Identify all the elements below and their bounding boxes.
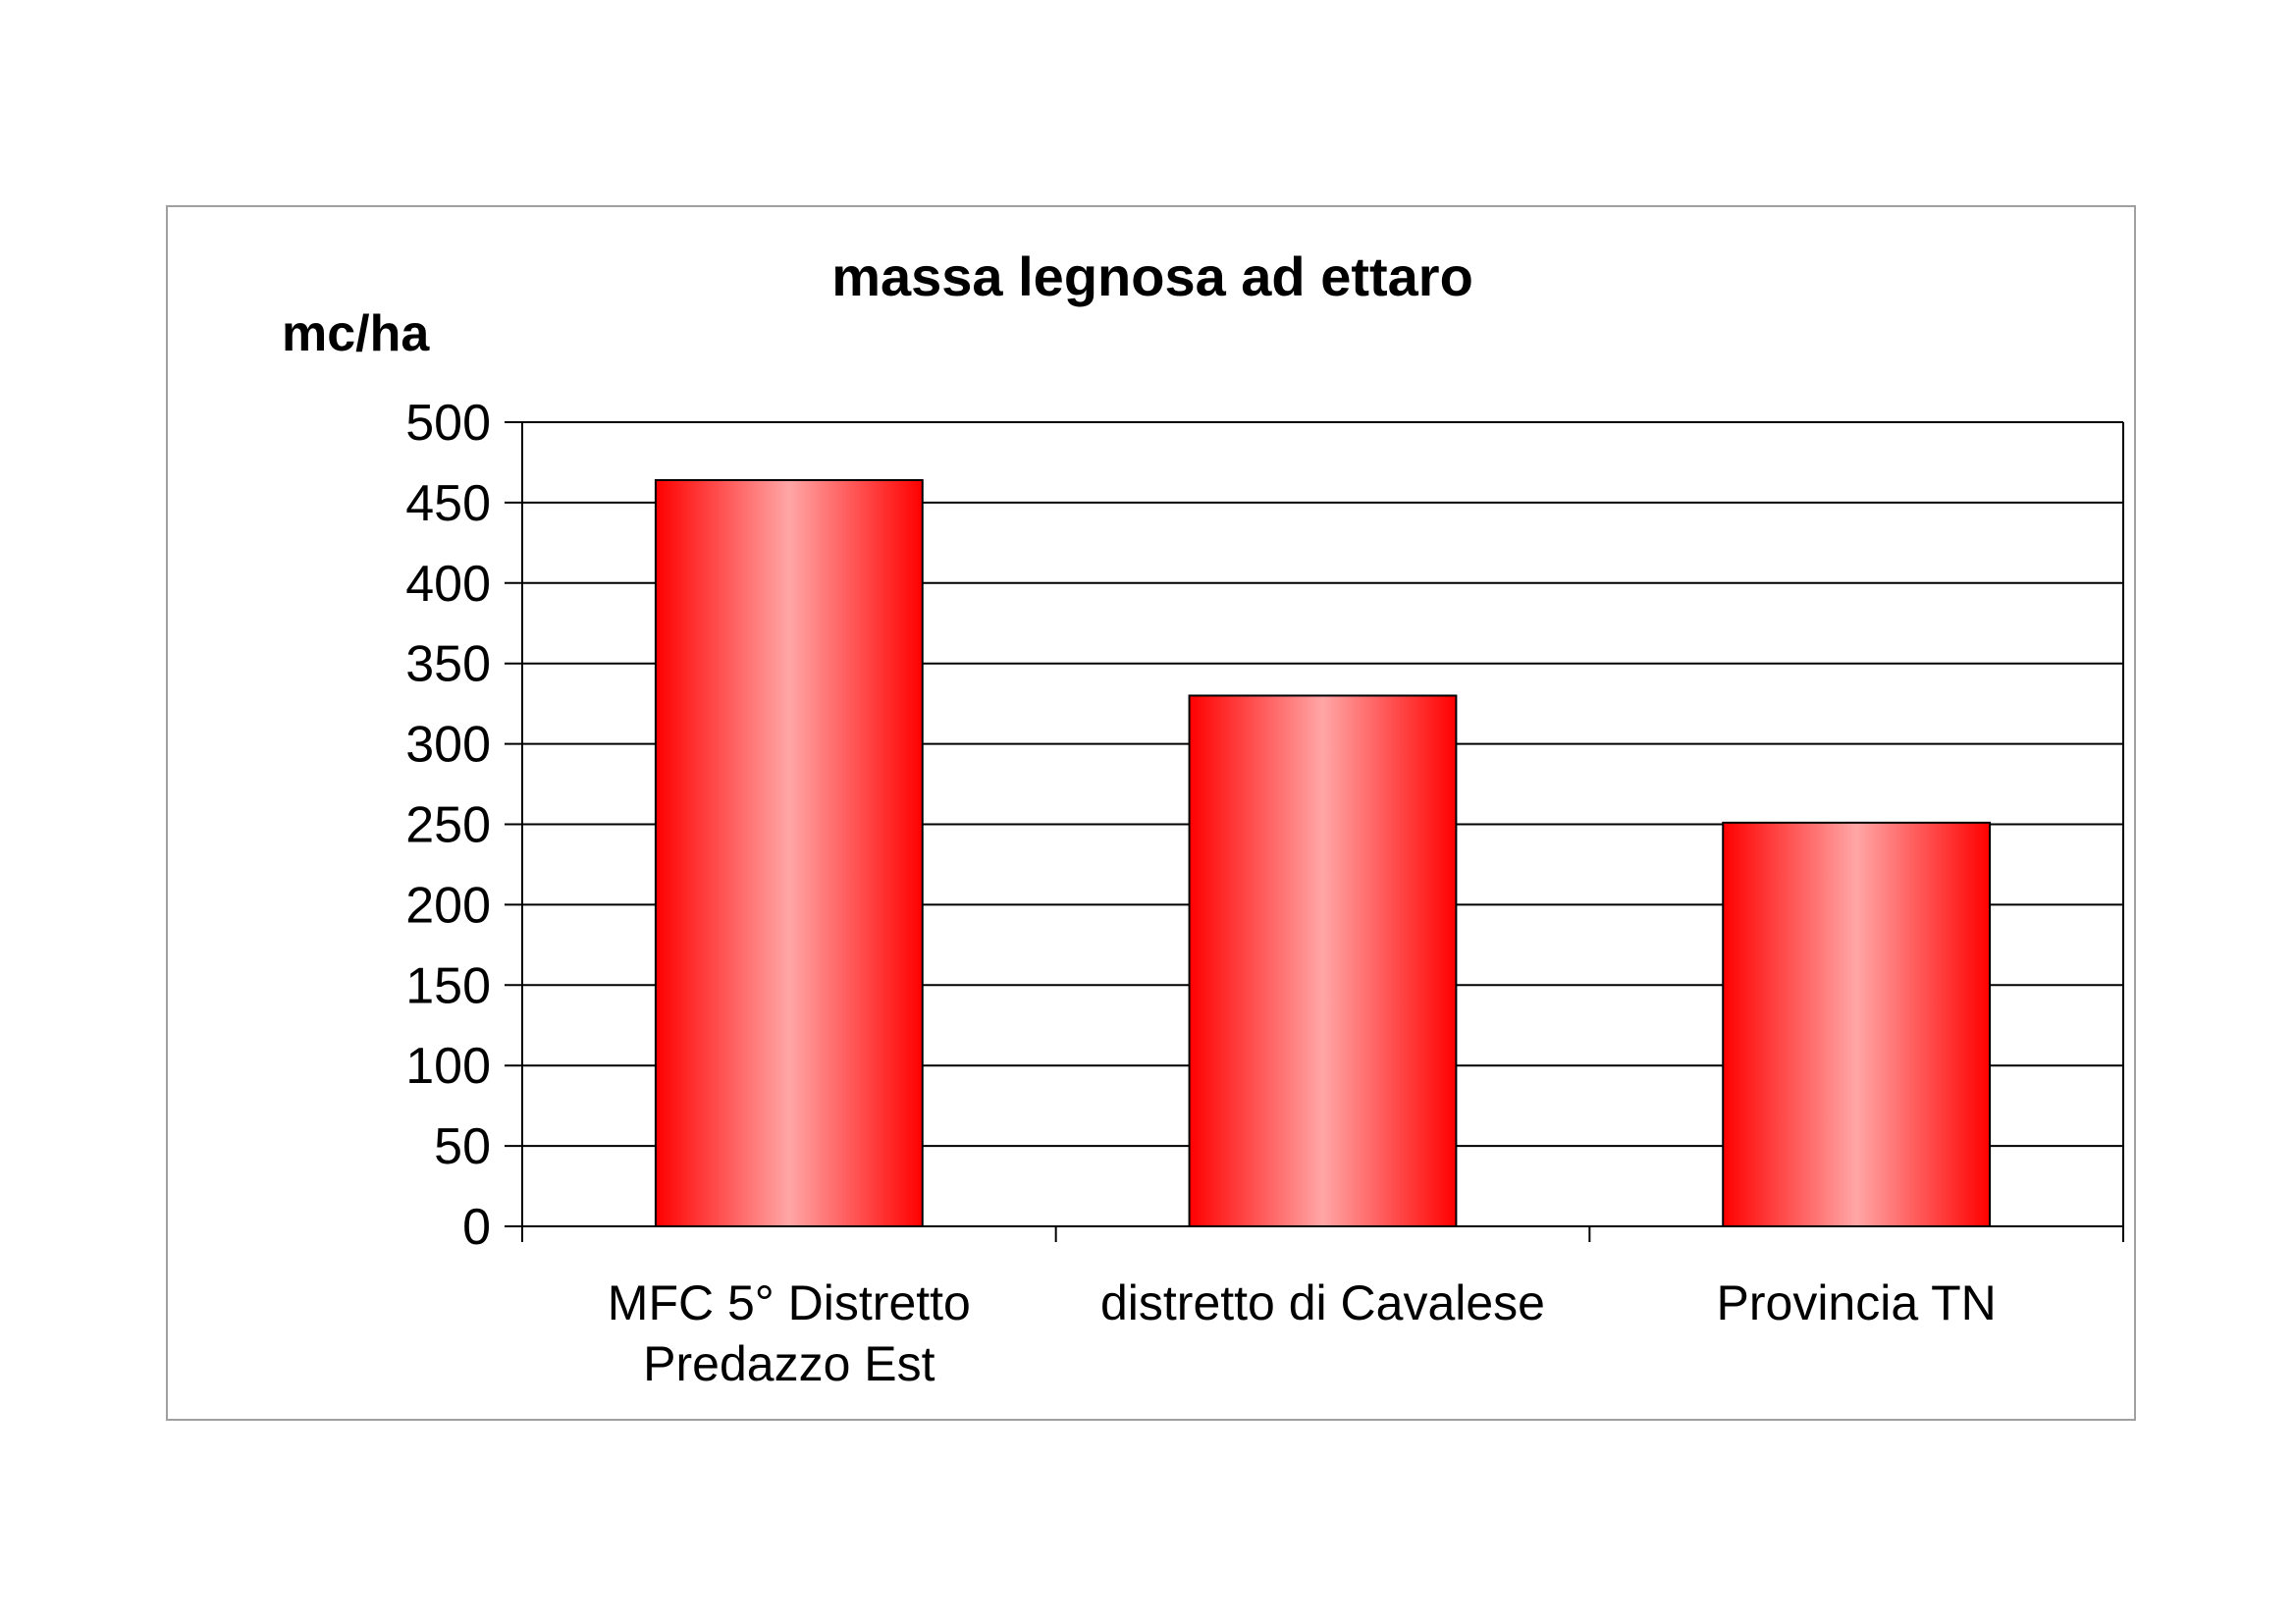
y-tick-label: 300 bbox=[405, 717, 491, 774]
y-tick-label: 450 bbox=[405, 475, 491, 532]
x-tick-label: MFC 5° Distretto Predazzo Est bbox=[608, 1275, 971, 1391]
bar bbox=[1722, 821, 1992, 1227]
y-tick-label: 250 bbox=[405, 797, 491, 854]
y-tick-label: 400 bbox=[405, 556, 491, 613]
y-tick-label: 150 bbox=[405, 957, 491, 1014]
chart-title: massa legnosa ad ettaro bbox=[831, 245, 1473, 307]
y-tick-label: 50 bbox=[434, 1118, 491, 1175]
bar bbox=[1188, 694, 1458, 1227]
y-tick-label: 0 bbox=[462, 1199, 491, 1256]
y-tick-labels: 0 50 100 150 200 250 300 350 400 450 500 bbox=[405, 395, 491, 1256]
x-tick-label-line: distretto di Cavalese bbox=[1100, 1275, 1545, 1330]
y-tick-label: 100 bbox=[405, 1038, 491, 1095]
x-tick-label-line: Predazzo Est bbox=[643, 1336, 934, 1391]
x-tick-label-line: MFC 5° Distretto bbox=[608, 1275, 971, 1330]
bars bbox=[654, 478, 1992, 1227]
bar bbox=[654, 478, 924, 1227]
axes bbox=[505, 421, 2124, 1242]
x-tick-label: Provincia TN bbox=[1717, 1275, 1997, 1330]
x-tick-labels: MFC 5° Distretto Predazzo Est distretto di… bbox=[608, 1275, 1997, 1391]
x-tick-label: distretto di Cavalese bbox=[1100, 1275, 1545, 1330]
x-tick-label-line: Provincia TN bbox=[1717, 1275, 1997, 1330]
y-tick-label: 200 bbox=[405, 877, 491, 934]
y-axis-label: mc/ha bbox=[282, 305, 430, 362]
y-tick-label: 350 bbox=[405, 636, 491, 693]
y-tick-label: 500 bbox=[405, 395, 491, 452]
